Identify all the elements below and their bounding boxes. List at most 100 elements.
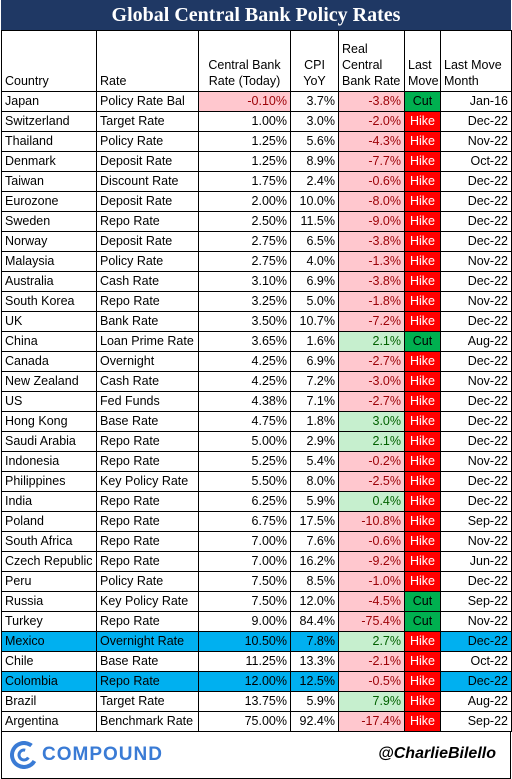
cell-real-rate: -7.7% — [338, 151, 405, 172]
table-row: Argentina Benchmark Rate 75.00% 92.4% -17.4%… — [1, 711, 512, 732]
table-row: India Repo Rate 6.25% 5.9% 0.4% Hike Dec-22 — [1, 491, 512, 512]
table-row: Indonesia Repo Rate 5.25% 5.4% -0.2% Hike Nov-… — [1, 451, 512, 472]
cell-last-move-month: Dec-22 — [440, 631, 512, 652]
cell-last-move: Hike — [404, 411, 441, 432]
cell-country: Taiwan — [1, 171, 97, 192]
cell-real-rate: -2.0% — [338, 111, 405, 132]
cell-last-move-month: Dec-22 — [440, 311, 512, 332]
cell-rate-name: Overnight Rate — [96, 631, 199, 652]
header-country: Country — [1, 30, 97, 92]
cell-cpi: 2.4% — [290, 171, 339, 192]
table-row: Saudi Arabia Repo Rate 5.00% 2.9% 2.1% Hike De… — [1, 431, 512, 452]
cell-country: Russia — [1, 591, 97, 612]
table-row: Czech Republic Repo Rate 7.00% 16.2% -9.2% Hi… — [1, 551, 512, 572]
cell-real-rate: -1.0% — [338, 571, 405, 592]
table-row: Mexico Overnight Rate 10.50% 7.8% 2.7% Hike De… — [1, 631, 512, 652]
cell-last-move-month: Jun-22 — [440, 551, 512, 572]
cell-cpi: 6.9% — [290, 351, 339, 372]
cell-cb-rate: -0.10% — [198, 91, 291, 112]
cell-cb-rate: 3.25% — [198, 291, 291, 312]
cell-real-rate: -0.5% — [338, 671, 405, 692]
cell-real-rate: -4.5% — [338, 591, 405, 612]
table-row: Colombia Repo Rate 12.00% 12.5% -0.5% Hike Dec… — [1, 671, 512, 692]
page-title: Global Central Bank Policy Rates — [1, 0, 511, 30]
cell-cpi: 3.0% — [290, 111, 339, 132]
cell-last-move: Hike — [404, 351, 441, 372]
cell-rate-name: Key Policy Rate — [96, 591, 199, 612]
cell-country: Hong Kong — [1, 411, 97, 432]
cell-cb-rate: 2.75% — [198, 251, 291, 272]
cell-rate-name: Repo Rate — [96, 211, 199, 232]
cell-last-move-month: Nov-22 — [440, 531, 512, 552]
cell-last-move-month: Dec-22 — [440, 191, 512, 212]
cell-cpi: 7.2% — [290, 371, 339, 392]
cell-cpi: 1.6% — [290, 331, 339, 352]
cell-last-move-month: Dec-22 — [440, 351, 512, 372]
cell-cb-rate: 2.75% — [198, 231, 291, 252]
cell-cb-rate: 6.25% — [198, 491, 291, 512]
cell-cpi: 5.9% — [290, 691, 339, 712]
table-row: Canada Overnight 4.25% 6.9% -2.7% Hike Dec-22 — [1, 351, 512, 372]
cell-cpi: 6.5% — [290, 231, 339, 252]
cell-rate-name: Fed Funds — [96, 391, 199, 412]
cell-rate-name: Repo Rate — [96, 451, 199, 472]
header-row: Country Rate Central Bank Rate (Today) C… — [1, 30, 512, 92]
cell-cb-rate: 9.00% — [198, 611, 291, 632]
cell-rate-name: Target Rate — [96, 691, 199, 712]
cell-cb-rate: 10.50% — [198, 631, 291, 652]
cell-rate-name: Repo Rate — [96, 531, 199, 552]
table-row: US Fed Funds 4.38% 7.1% -2.7% Hike Dec-22 — [1, 391, 512, 412]
cell-real-rate: -9.0% — [338, 211, 405, 232]
cell-last-move: Hike — [404, 391, 441, 412]
cell-last-move: Hike — [404, 431, 441, 452]
cell-cpi: 8.5% — [290, 571, 339, 592]
cell-cb-rate: 75.00% — [198, 711, 291, 732]
cell-rate-name: Policy Rate — [96, 131, 199, 152]
table-row: UK Bank Rate 3.50% 10.7% -7.2% Hike Dec-22 — [1, 311, 512, 332]
cell-real-rate: -2.5% — [338, 471, 405, 492]
cell-cb-rate: 12.00% — [198, 671, 291, 692]
cell-country: South Africa — [1, 531, 97, 552]
cell-real-rate: -9.2% — [338, 551, 405, 572]
cell-cpi: 84.4% — [290, 611, 339, 632]
header-last-move: Last Move — [404, 30, 441, 92]
cell-last-move-month: Sep-22 — [440, 591, 512, 612]
cell-real-rate: -7.2% — [338, 311, 405, 332]
cell-real-rate: -3.8% — [338, 231, 405, 252]
cell-last-move: Cut — [404, 331, 441, 352]
cell-rate-name: Repo Rate — [96, 291, 199, 312]
cell-real-rate: -2.7% — [338, 391, 405, 412]
cell-last-move-month: Nov-22 — [440, 451, 512, 472]
cell-cb-rate: 5.00% — [198, 431, 291, 452]
cell-country: Japan — [1, 91, 97, 112]
cell-last-move: Hike — [404, 191, 441, 212]
cell-country: Colombia — [1, 671, 97, 692]
cell-real-rate: -4.3% — [338, 131, 405, 152]
cell-rate-name: Cash Rate — [96, 371, 199, 392]
cell-last-move: Hike — [404, 211, 441, 232]
compound-logo: COMPOUND — [10, 741, 163, 769]
cell-cb-rate: 1.25% — [198, 131, 291, 152]
cell-real-rate: 3.0% — [338, 411, 405, 432]
cell-cpi: 5.4% — [290, 451, 339, 472]
table-row: Poland Repo Rate 6.75% 17.5% -10.8% Hike Sep-2… — [1, 511, 512, 532]
cell-last-move-month: Oct-22 — [440, 151, 512, 172]
cell-last-move-month: Dec-22 — [440, 571, 512, 592]
cell-cpi: 5.9% — [290, 491, 339, 512]
cell-real-rate: -0.6% — [338, 171, 405, 192]
cell-last-move-month: Nov-22 — [440, 611, 512, 632]
cell-cb-rate: 3.50% — [198, 311, 291, 332]
cell-last-move-month: Sep-22 — [440, 711, 512, 732]
cell-country: South Korea — [1, 291, 97, 312]
cell-rate-name: Deposit Rate — [96, 151, 199, 172]
cell-rate-name: Deposit Rate — [96, 191, 199, 212]
header-rate: Rate — [96, 30, 199, 92]
cell-cb-rate: 7.50% — [198, 591, 291, 612]
cell-rate-name: Repo Rate — [96, 511, 199, 532]
table-row: South Africa Repo Rate 7.00% 7.6% -0.6% Hike N… — [1, 531, 512, 552]
cell-cpi: 7.8% — [290, 631, 339, 652]
cell-cb-rate: 4.75% — [198, 411, 291, 432]
cell-last-move-month: Dec-22 — [440, 111, 512, 132]
cell-rate-name: Policy Rate Bal — [96, 91, 199, 112]
cell-country: US — [1, 391, 97, 412]
